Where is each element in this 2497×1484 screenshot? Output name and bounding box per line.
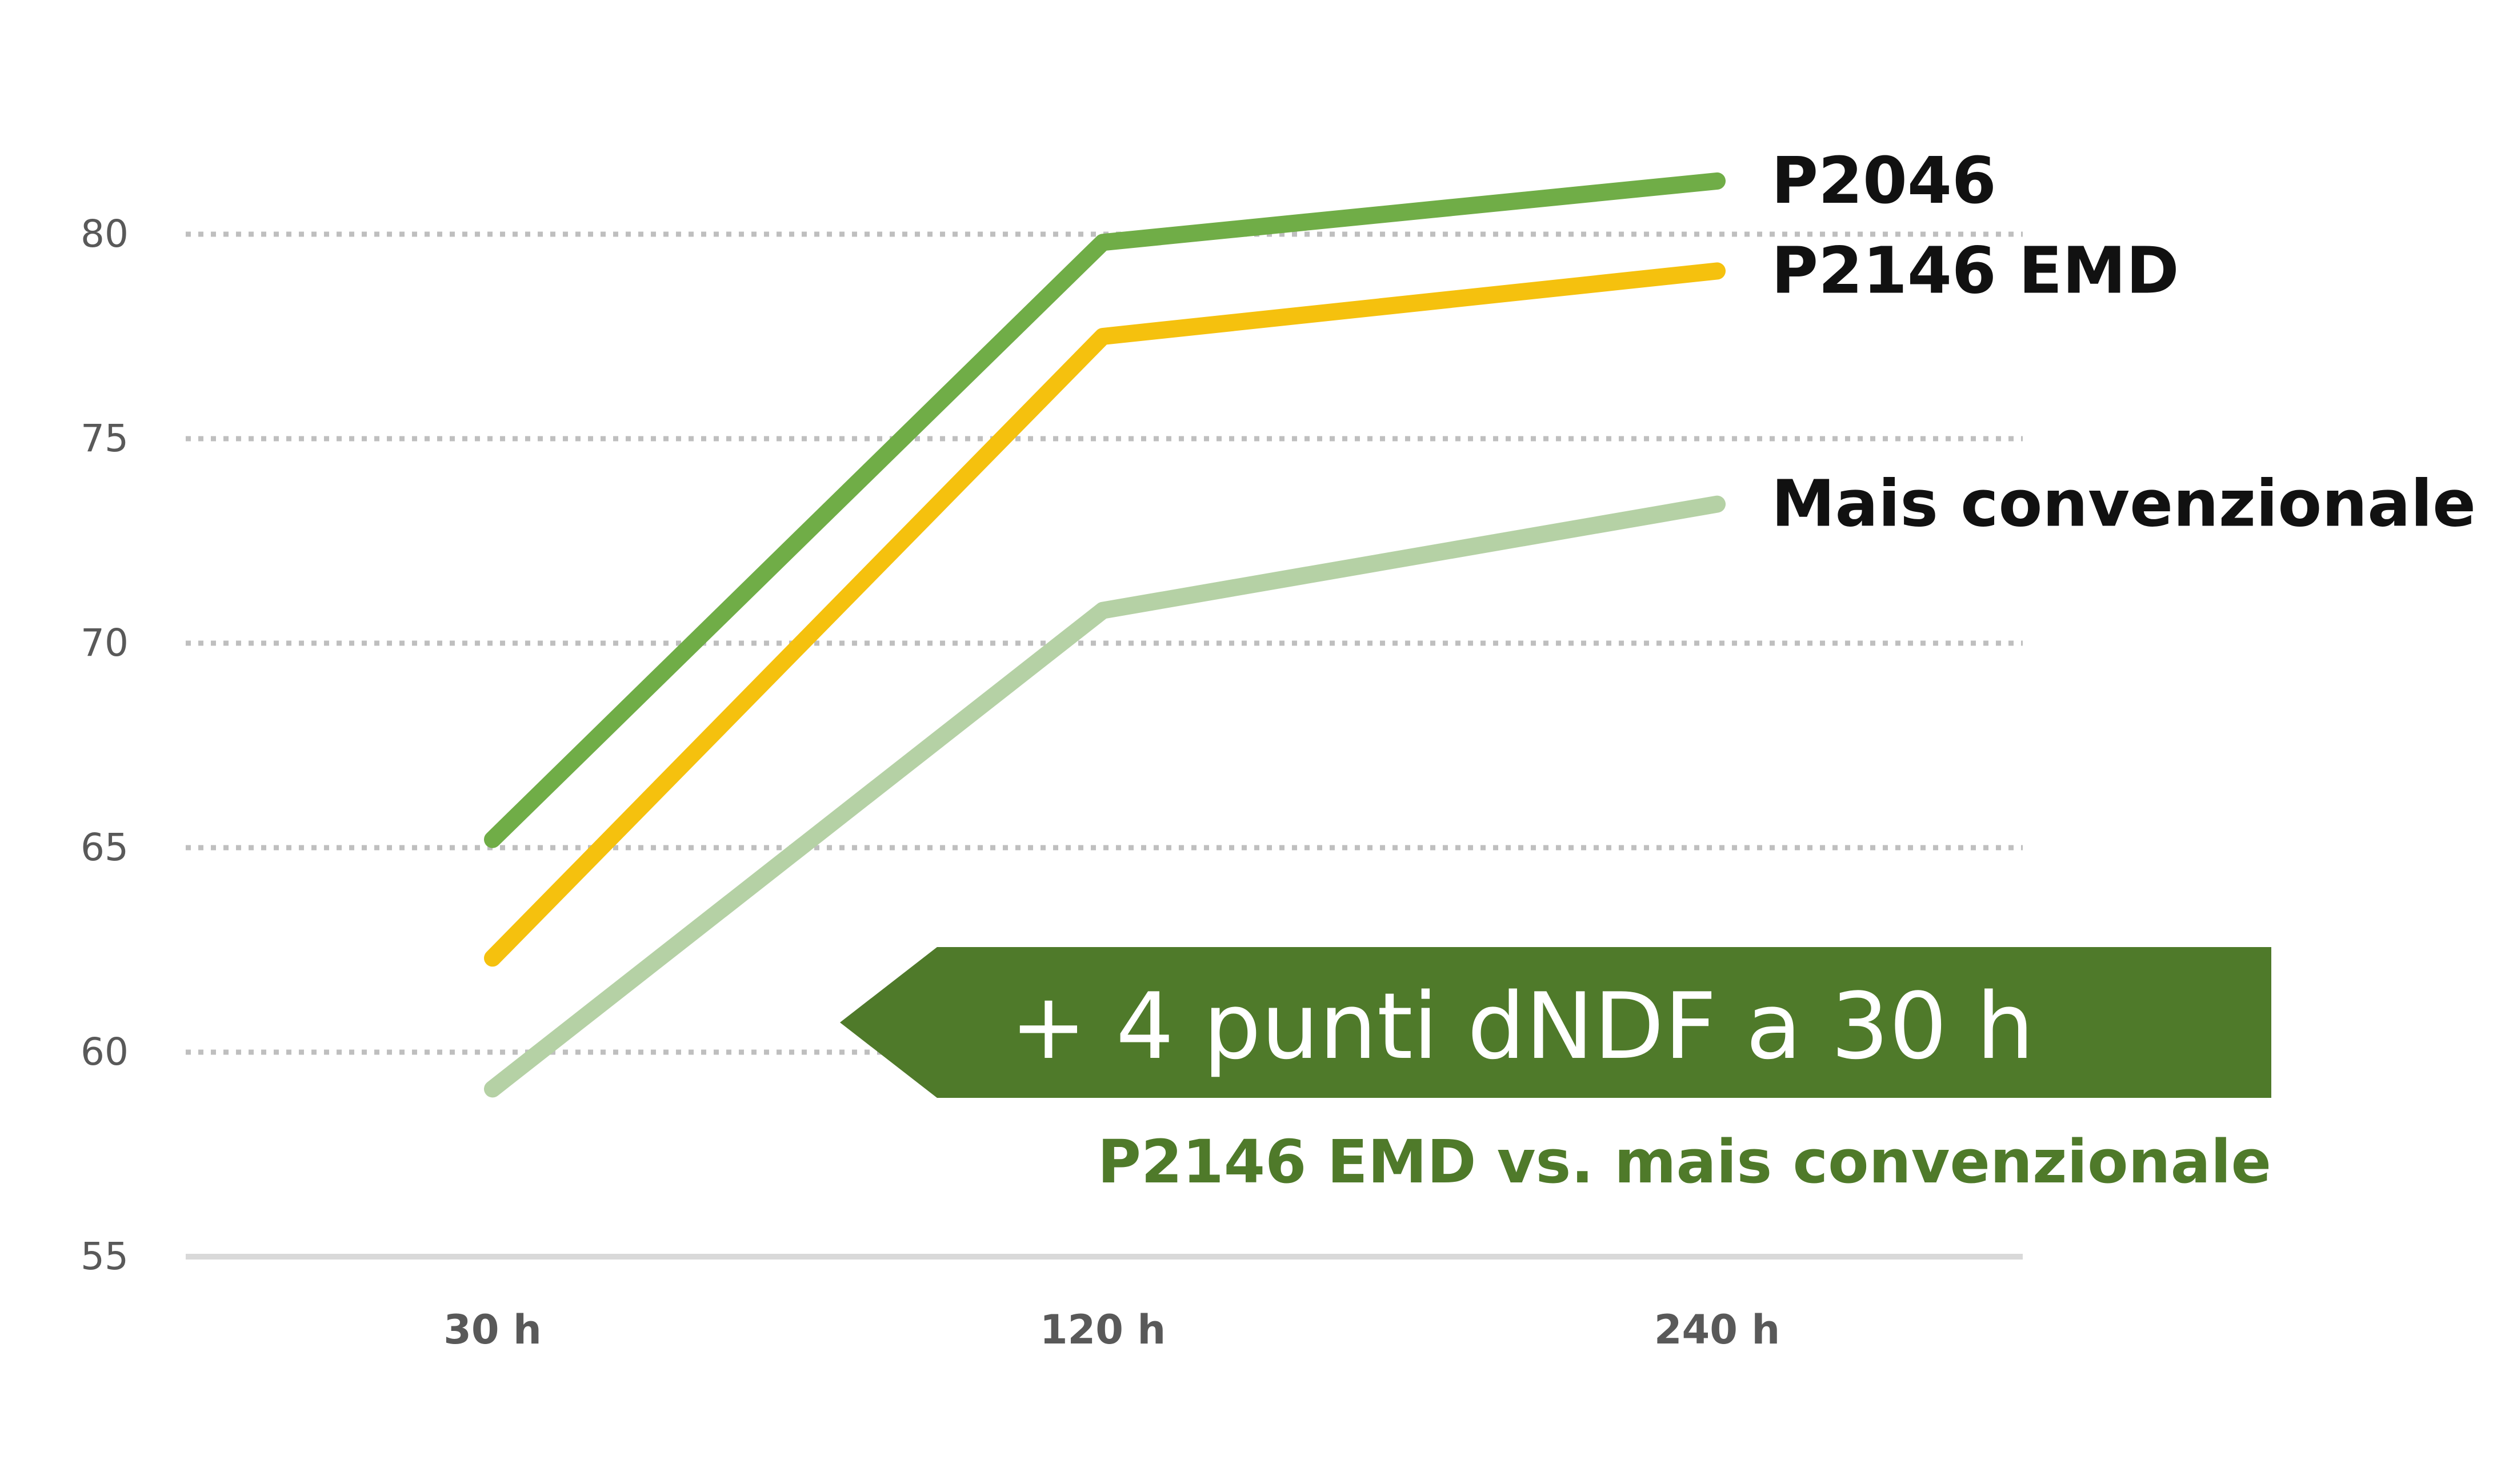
y-tick-label-65: 65 <box>81 825 129 869</box>
banner-text: + 4 punti dNDF a 30 h <box>1010 973 2034 1080</box>
annotation-subtitle: P2146 EMD vs. mais convenzionale <box>1098 1127 2271 1197</box>
series-label-2: P2146 EMD <box>1771 234 2179 308</box>
series-label-3: Mais convenzionale <box>1771 467 2476 542</box>
series-lines <box>484 172 1726 1098</box>
y-tick-label-70: 70 <box>81 621 129 665</box>
series-line-2 <box>484 262 1726 967</box>
x-tick-label-3: 240 h <box>1654 1306 1780 1353</box>
x-tick-label-2: 120 h <box>1040 1306 1166 1353</box>
x-tick-label-1: 30 h <box>443 1306 542 1353</box>
y-tick-label-60: 60 <box>81 1030 129 1074</box>
grid-lines <box>186 231 2023 1260</box>
y-axis-ticks: 55 60 65 70 75 80 <box>81 212 129 1278</box>
x-axis-ticks: 30 h 120 h 240 h <box>443 1306 1780 1353</box>
annotation-banner: + 4 punti dNDF a 30 h <box>840 947 2271 1098</box>
series-line-1 <box>484 172 1726 848</box>
y-tick-label-75: 75 <box>81 416 129 460</box>
y-tick-label-80: 80 <box>81 212 129 256</box>
banner-arrow-shape <box>840 947 2271 1098</box>
series-labels: P2046 P2146 EMD Mais convenzionale <box>1771 144 2476 542</box>
series-label-1: P2046 <box>1771 144 1996 218</box>
y-tick-label-55: 55 <box>81 1234 129 1278</box>
series-line-3 <box>484 495 1726 1098</box>
